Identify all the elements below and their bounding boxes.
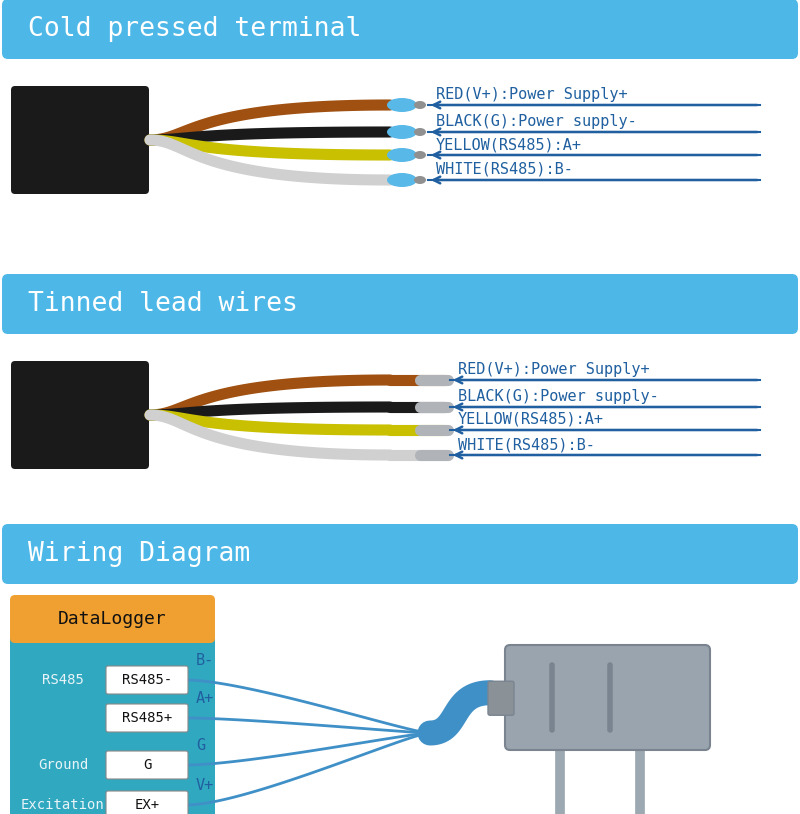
Text: A+: A+ xyxy=(196,691,214,706)
Text: DataLogger: DataLogger xyxy=(58,610,167,628)
FancyBboxPatch shape xyxy=(11,361,149,469)
Ellipse shape xyxy=(387,125,417,139)
Text: RED(V+):Power Supply+: RED(V+):Power Supply+ xyxy=(458,362,650,377)
FancyBboxPatch shape xyxy=(106,704,188,732)
Ellipse shape xyxy=(414,128,426,136)
Text: Excitation: Excitation xyxy=(21,798,105,812)
FancyBboxPatch shape xyxy=(2,274,798,334)
FancyBboxPatch shape xyxy=(11,86,149,194)
FancyBboxPatch shape xyxy=(106,666,188,694)
Text: RS485: RS485 xyxy=(42,673,84,687)
FancyBboxPatch shape xyxy=(488,681,514,716)
FancyBboxPatch shape xyxy=(2,524,798,584)
Ellipse shape xyxy=(414,151,426,159)
Ellipse shape xyxy=(387,173,417,187)
Text: Ground: Ground xyxy=(38,758,88,772)
Ellipse shape xyxy=(414,176,426,184)
Text: YELLOW(RS485):A+: YELLOW(RS485):A+ xyxy=(436,137,582,152)
FancyBboxPatch shape xyxy=(505,645,710,750)
Text: Tinned lead wires: Tinned lead wires xyxy=(28,291,298,317)
Text: BLACK(G):Power supply-: BLACK(G):Power supply- xyxy=(436,114,637,129)
Ellipse shape xyxy=(387,148,417,162)
Text: WHITE(RS485):B-: WHITE(RS485):B- xyxy=(436,162,573,177)
Text: WHITE(RS485):B-: WHITE(RS485):B- xyxy=(458,437,595,452)
FancyBboxPatch shape xyxy=(2,0,798,59)
Text: EX+: EX+ xyxy=(134,798,159,812)
Ellipse shape xyxy=(387,98,417,112)
Text: G: G xyxy=(196,738,205,753)
Text: RED(V+):Power Supply+: RED(V+):Power Supply+ xyxy=(436,87,628,102)
Text: Cold pressed terminal: Cold pressed terminal xyxy=(28,16,362,42)
Text: Wiring Diagram: Wiring Diagram xyxy=(28,541,250,567)
Text: G: G xyxy=(143,758,151,772)
FancyBboxPatch shape xyxy=(106,751,188,779)
Text: BLACK(G):Power supply-: BLACK(G):Power supply- xyxy=(458,389,658,404)
Text: RS485-: RS485- xyxy=(122,673,172,687)
FancyBboxPatch shape xyxy=(10,633,215,814)
Text: RS485+: RS485+ xyxy=(122,711,172,725)
Text: B-: B- xyxy=(196,653,214,668)
Text: V+: V+ xyxy=(196,778,214,793)
Text: YELLOW(RS485):A+: YELLOW(RS485):A+ xyxy=(458,412,604,427)
FancyBboxPatch shape xyxy=(10,595,215,643)
Ellipse shape xyxy=(414,101,426,109)
FancyBboxPatch shape xyxy=(106,791,188,814)
